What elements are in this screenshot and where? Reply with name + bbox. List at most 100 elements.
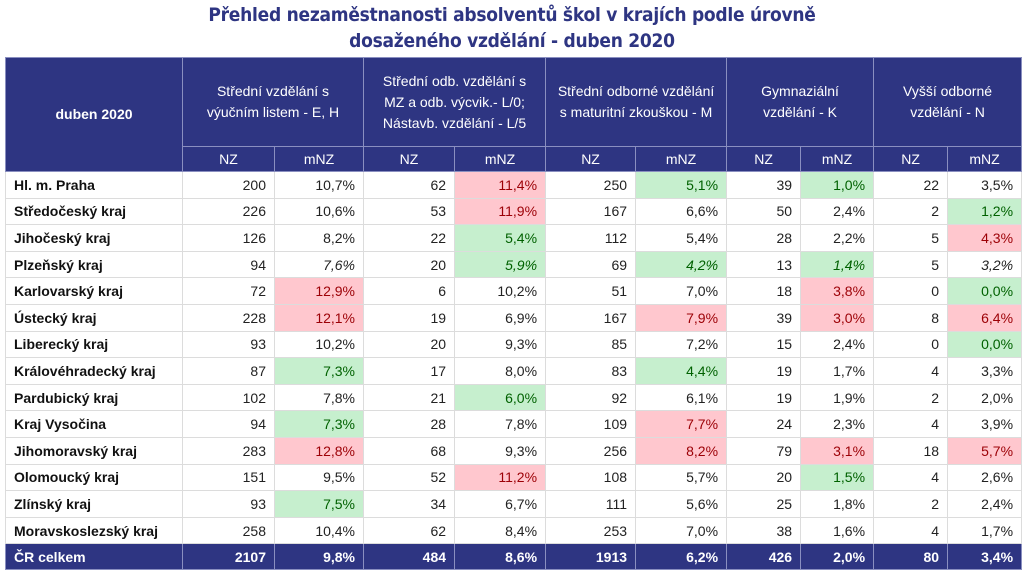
table-row: Olomoucký kraj 151 9,5% 52 11,2% 108 5,7% 20 1,5… xyxy=(5,463,1023,492)
nz-cell: 53 xyxy=(363,197,456,226)
title-line-1: Přehled nezaměstnanosti absolventů škol … xyxy=(208,4,816,26)
table-row: Plzeňský kraj 94 7,6% 20 5,9% 69 4,2% 13 1,4% 5 3,… xyxy=(5,250,1023,279)
nz-header: NZ xyxy=(363,146,456,172)
nz-cell: 126 xyxy=(182,224,275,252)
nz-cell: 20 xyxy=(363,330,456,359)
page-title: Přehled nezaměstnanosti absolventů škol … xyxy=(51,2,973,54)
total-nz-cell: 1913 xyxy=(545,543,637,571)
total-nz-cell: 426 xyxy=(726,543,802,571)
mnz-cell: 12,8% xyxy=(273,436,365,465)
nz-cell: 2 xyxy=(873,197,949,226)
region-label: Jihočeský kraj xyxy=(5,224,183,252)
nz-cell: 283 xyxy=(182,436,275,465)
nz-cell: 15 xyxy=(726,330,802,359)
total-mnz-cell: 2,0% xyxy=(800,543,875,571)
mnz-cell: 1,5% xyxy=(800,463,875,492)
mnz-cell: 12,9% xyxy=(273,277,365,305)
mnz-cell: 2,4% xyxy=(800,330,875,359)
mnz-cell: 12,1% xyxy=(273,303,365,332)
mnz-header: mNZ xyxy=(273,146,365,172)
nz-cell: 5 xyxy=(873,250,949,279)
nz-cell: 109 xyxy=(545,410,637,438)
total-mnz-cell: 3,4% xyxy=(947,543,1023,571)
nz-cell: 167 xyxy=(545,197,637,226)
nz-cell: 85 xyxy=(545,330,637,359)
mnz-cell: 7,6% xyxy=(273,250,365,279)
nz-cell: 258 xyxy=(182,516,275,545)
nz-cell: 226 xyxy=(182,197,275,226)
mnz-cell: 9,3% xyxy=(454,436,547,465)
nz-cell: 50 xyxy=(726,197,802,226)
nz-cell: 18 xyxy=(873,436,949,465)
region-label: Moravskoslezský kraj xyxy=(5,516,183,545)
corner-header: duben 2020 xyxy=(5,57,183,172)
mnz-cell: 5,1% xyxy=(635,171,728,199)
mnz-cell: 10,7% xyxy=(273,171,365,199)
group-header-n: Vyšší odborné vzdělání - N xyxy=(873,57,1023,147)
table-row: Zlínský kraj 93 7,5% 34 6,7% 111 5,6% 25 1,8% 2 2,… xyxy=(5,490,1023,518)
unemployment-table: duben 2020 Střední vzdělání s výučním li… xyxy=(5,57,1023,571)
mnz-cell: 6,7% xyxy=(454,490,547,518)
nz-cell: 51 xyxy=(545,277,637,305)
nz-cell: 39 xyxy=(726,303,802,332)
nz-cell: 4 xyxy=(873,516,949,545)
total-nz-cell: 484 xyxy=(363,543,456,571)
nz-cell: 4 xyxy=(873,410,949,438)
nz-cell: 87 xyxy=(182,357,275,385)
nz-cell: 68 xyxy=(363,436,456,465)
mnz-cell: 7,0% xyxy=(635,516,728,545)
nz-cell: 93 xyxy=(182,330,275,359)
nz-cell: 19 xyxy=(726,357,802,385)
nz-cell: 92 xyxy=(545,383,637,412)
nz-cell: 17 xyxy=(363,357,456,385)
mnz-header: mNZ xyxy=(947,146,1023,172)
table-row: Kraj Vysočina 94 7,3% 28 7,8% 109 7,7% 24 2,3% 4 3… xyxy=(5,410,1023,438)
mnz-cell: 3,8% xyxy=(800,277,875,305)
nz-cell: 167 xyxy=(545,303,637,332)
mnz-cell: 3,2% xyxy=(947,250,1023,279)
nz-cell: 19 xyxy=(363,303,456,332)
region-label: Ústecký kraj xyxy=(5,303,183,332)
nz-cell: 2 xyxy=(873,490,949,518)
nz-cell: 21 xyxy=(363,383,456,412)
mnz-cell: 3,0% xyxy=(800,303,875,332)
mnz-cell: 4,2% xyxy=(635,250,728,279)
nz-cell: 4 xyxy=(873,463,949,492)
mnz-cell: 8,4% xyxy=(454,516,547,545)
region-label: Jihomoravský kraj xyxy=(5,436,183,465)
nz-cell: 108 xyxy=(545,463,637,492)
table-row: Ústecký kraj 228 12,1% 19 6,9% 167 7,9% 39 3,0% 8… xyxy=(5,303,1023,332)
nz-header: NZ xyxy=(726,146,802,172)
region-label: Olomoucký kraj xyxy=(5,463,183,492)
region-label: Pardubický kraj xyxy=(5,383,183,412)
mnz-cell: 6,9% xyxy=(454,303,547,332)
nz-cell: 250 xyxy=(545,171,637,199)
nz-cell: 112 xyxy=(545,224,637,252)
mnz-cell: 4,4% xyxy=(635,357,728,385)
mnz-cell: 5,4% xyxy=(454,224,547,252)
mnz-cell: 1,7% xyxy=(800,357,875,385)
mnz-cell: 10,6% xyxy=(273,197,365,226)
total-mnz-cell: 8,6% xyxy=(454,543,547,571)
nz-cell: 20 xyxy=(726,463,802,492)
mnz-cell: 1,7% xyxy=(947,516,1023,545)
mnz-cell: 7,2% xyxy=(635,330,728,359)
mnz-cell: 8,2% xyxy=(273,224,365,252)
mnz-cell: 3,1% xyxy=(800,436,875,465)
mnz-cell: 7,0% xyxy=(635,277,728,305)
mnz-cell: 2,6% xyxy=(947,463,1023,492)
nz-header: NZ xyxy=(545,146,637,172)
total-row: ČR celkem 2107 9,8% 484 8,6% 1913 6,2% 426 2,0% 8… xyxy=(5,543,1023,571)
mnz-cell: 0,0% xyxy=(947,277,1023,305)
nz-cell: 94 xyxy=(182,250,275,279)
mnz-cell: 9,3% xyxy=(454,330,547,359)
mnz-cell: 6,1% xyxy=(635,383,728,412)
nz-cell: 69 xyxy=(545,250,637,279)
mnz-cell: 8,2% xyxy=(635,436,728,465)
title-line-2: dosaženého vzdělání - duben 2020 xyxy=(349,30,675,52)
mnz-header: mNZ xyxy=(454,146,547,172)
mnz-cell: 6,0% xyxy=(454,383,547,412)
mnz-cell: 5,6% xyxy=(635,490,728,518)
mnz-cell: 7,5% xyxy=(273,490,365,518)
mnz-cell: 1,6% xyxy=(800,516,875,545)
